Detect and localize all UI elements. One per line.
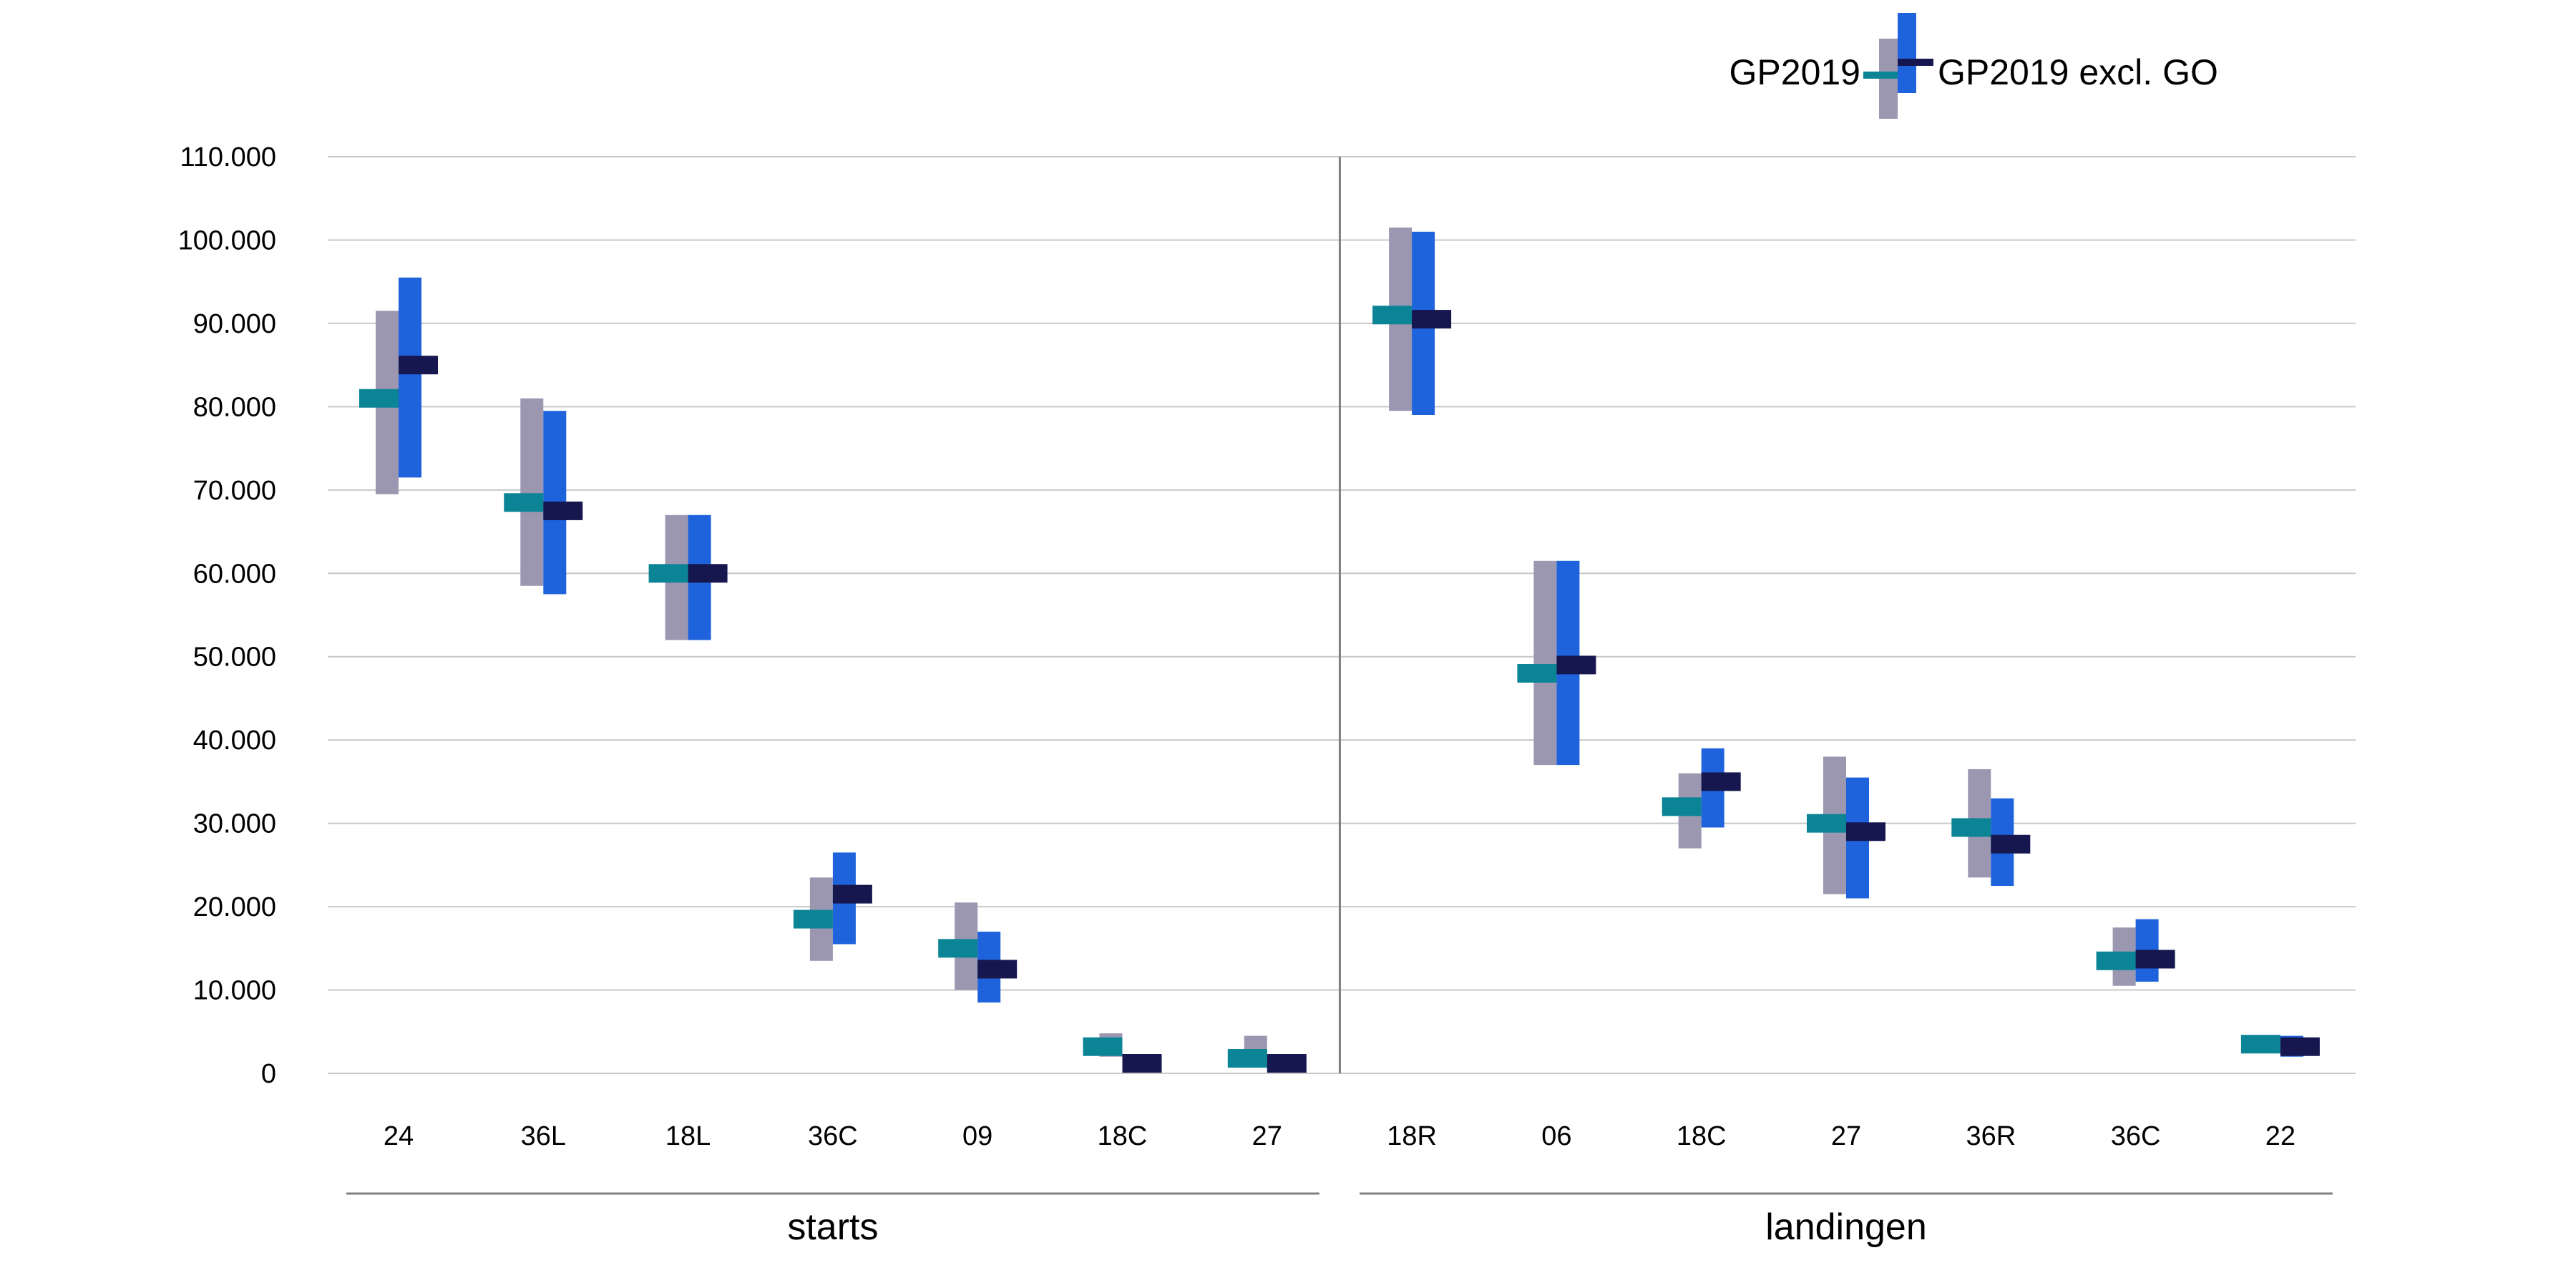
legend-swatch-excl-range (1898, 13, 1916, 93)
x-category-label: 24 (384, 1121, 414, 1151)
excl-go-mean-marker (1122, 1054, 1162, 1073)
y-tick-label: 80.000 (193, 392, 276, 422)
gp2019-mean-marker (793, 909, 833, 929)
excl-go-mean-marker (1412, 310, 1452, 329)
legend-label-gp2019: GP2019 (1729, 52, 1860, 92)
y-tick-label: 110.000 (180, 142, 276, 172)
gp2019-mean-marker (2096, 951, 2136, 970)
group-label-starts: starts (787, 1206, 878, 1248)
category-27 (1227, 1035, 1307, 1073)
excl-go-mean-marker (688, 564, 728, 583)
gp2019-mean-marker (1807, 814, 1846, 833)
y-tick-label: 70.000 (193, 476, 276, 506)
x-axis-groups: starts landingen (346, 1192, 2333, 1248)
group-label-landingen: landingen (1765, 1206, 1927, 1248)
data-marks (359, 227, 2320, 1073)
category-18C (1083, 1033, 1162, 1073)
y-tick-label: 10.000 (193, 976, 276, 1006)
x-category-label: 18R (1387, 1121, 1437, 1151)
category-09 (938, 902, 1018, 1003)
category-36L (504, 398, 583, 595)
excl-go-mean-marker (2280, 1037, 2320, 1056)
gp2019-mean-marker (1372, 306, 1413, 325)
gp2019-mean-marker (2240, 1035, 2280, 1054)
y-tick-label: 30.000 (193, 809, 276, 839)
excl-go-mean-marker (832, 884, 872, 904)
category-22 (2240, 1035, 2320, 1057)
legend: GP2019 GP2019 excl. GO (1729, 13, 2218, 119)
category-36C (2096, 919, 2175, 986)
category-24 (359, 277, 438, 494)
x-category-label: 36C (2111, 1121, 2161, 1151)
legend-swatch (1863, 13, 1933, 119)
x-category-label: 18L (665, 1121, 711, 1151)
x-category-label: 36R (1966, 1121, 2016, 1151)
gp2019-mean-marker (1083, 1037, 1123, 1056)
gp2019-mean-marker (938, 939, 978, 958)
excl-go-mean-marker (543, 501, 583, 520)
category-27 (1807, 756, 1885, 899)
y-tick-label: 90.000 (193, 309, 276, 339)
grid-lines (328, 156, 2356, 1074)
excl-go-mean-marker (1701, 772, 1741, 791)
category-06 (1517, 560, 1596, 766)
y-tick-label: 0 (261, 1059, 276, 1089)
excl-go-range-bar (399, 277, 421, 478)
y-axis-ticks: 0 10.000 20.000 30.000 40.000 50.000 60.000 70.… (178, 142, 276, 1089)
category-18L (648, 514, 728, 640)
excl-go-mean-marker (1991, 834, 2031, 854)
legend-label-excl-go: GP2019 excl. GO (1938, 52, 2218, 92)
legend-swatch-excl-mean (1898, 59, 1933, 66)
category-18C (1662, 748, 1741, 849)
y-tick-label: 40.000 (193, 726, 276, 756)
x-category-label: 27 (1252, 1121, 1282, 1151)
y-tick-label: 60.000 (193, 559, 276, 589)
x-category-label: 36L (521, 1121, 566, 1151)
category-36R (1951, 769, 2031, 886)
x-category-label: 18C (1098, 1121, 1148, 1151)
gp2019-mean-marker (1662, 797, 1702, 816)
x-category-label: 22 (2265, 1121, 2296, 1151)
x-axis-categories: 24 36L 18L 36C 09 18C 27 18R 06 18C 27 36R 36C 22 (384, 1121, 2296, 1151)
x-category-label: 09 (962, 1121, 992, 1151)
category-36C (793, 852, 872, 961)
x-category-label: 18C (1677, 1121, 1727, 1151)
excl-go-mean-marker (1267, 1054, 1307, 1073)
y-tick-label: 20.000 (193, 892, 276, 922)
gp2019-range-bar (1533, 560, 1557, 766)
category-18R (1372, 227, 1452, 416)
y-tick-label: 50.000 (193, 643, 276, 673)
excl-go-mean-marker (1556, 655, 1596, 675)
gp2019-mean-marker (1951, 818, 1991, 837)
y-tick-label: 100.000 (178, 225, 276, 255)
gp2019-mean-marker (504, 493, 544, 512)
x-category-label: 36C (808, 1121, 858, 1151)
excl-go-mean-marker (977, 960, 1018, 979)
gp2019-mean-marker (359, 389, 399, 408)
x-category-label: 27 (1831, 1121, 1861, 1151)
x-category-label: 06 (1541, 1121, 1571, 1151)
excl-go-mean-marker (2135, 950, 2175, 969)
excl-go-mean-marker (1846, 822, 1885, 841)
gp2019-mean-marker (1517, 664, 1557, 683)
legend-swatch-gp2019-mean (1863, 72, 1898, 79)
gp2019-mean-marker (648, 564, 688, 583)
gp2019-mean-marker (1227, 1049, 1267, 1068)
excl-go-mean-marker (399, 356, 438, 375)
gp2019-range-bar (520, 398, 544, 586)
